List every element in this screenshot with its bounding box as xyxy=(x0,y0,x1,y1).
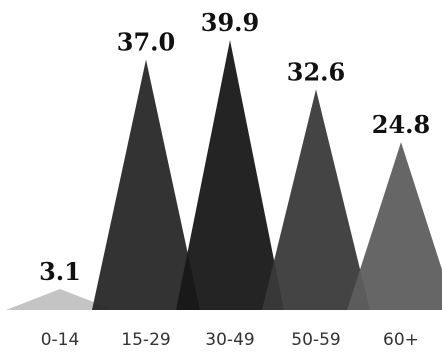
triangle-bar-60+ xyxy=(347,142,442,310)
triangle-bar-50-59 xyxy=(262,89,370,310)
data-label-0-14: 3.1 xyxy=(39,257,81,286)
tick-label-15-29: 15-29 xyxy=(121,330,170,350)
data-label-30-49: 39.9 xyxy=(201,8,259,37)
data-label-15-29: 37.0 xyxy=(117,28,175,57)
tick-label-30-49: 30-49 xyxy=(205,330,254,350)
triangle-bar-30-49 xyxy=(176,40,284,310)
x-axis-tick-labels: 0-14 15-29 30-49 50-59 60+ xyxy=(41,330,419,350)
tick-label-60+: 60+ xyxy=(383,330,419,350)
tick-label-0-14: 0-14 xyxy=(41,330,80,350)
tick-label-50-59: 50-59 xyxy=(291,330,340,350)
triangle-bar-15-29 xyxy=(92,59,200,311)
triangle-bar-0-14 xyxy=(6,289,114,310)
data-label-60+: 24.8 xyxy=(372,110,430,139)
data-label-50-59: 32.6 xyxy=(287,57,345,86)
chart-marks xyxy=(6,40,442,311)
value-labels: 3.1 37.0 39.9 32.6 24.8 xyxy=(39,8,430,286)
